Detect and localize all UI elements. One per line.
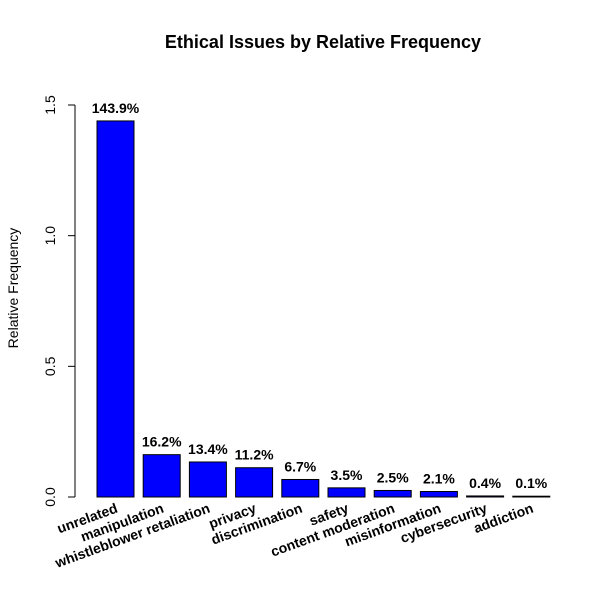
chart-title: Ethical Issues by Relative Frequency: [165, 32, 481, 52]
data-label: 0.1%: [515, 475, 547, 491]
data-label: 11.2%: [235, 447, 274, 463]
bar: [419, 491, 458, 498]
bar: [235, 467, 274, 498]
bar: [373, 489, 412, 498]
y-tick-label: 0.0: [42, 487, 58, 507]
data-label: 2.5%: [377, 469, 409, 485]
bars-group: [96, 120, 551, 498]
y-tick-label: 1.0: [42, 226, 58, 246]
bar: [512, 495, 551, 498]
bar: [142, 454, 181, 498]
bar: [466, 495, 505, 498]
data-label: 0.4%: [469, 475, 501, 491]
y-tick-label: 0.5: [42, 356, 58, 376]
y-axis: 0.0 0.5 1.0 1.5: [42, 95, 76, 507]
data-label: 13.4%: [188, 441, 228, 457]
data-label: 2.1%: [423, 471, 455, 487]
bar: [281, 478, 320, 498]
data-labels-group: 143.9% 16.2% 13.4% 11.2% 6.7% 3.5% 2.5% 2.1% 0.4…: [92, 100, 548, 491]
bar: [188, 461, 227, 498]
data-label: 6.7%: [284, 458, 316, 474]
y-axis-label: Relative Frequency: [5, 228, 21, 349]
y-tick-label: 1.5: [42, 95, 58, 115]
data-label: 3.5%: [331, 467, 363, 483]
bar: [96, 120, 135, 498]
data-label: 143.9%: [92, 100, 140, 116]
bar: [327, 487, 366, 498]
data-label: 16.2%: [142, 434, 182, 450]
